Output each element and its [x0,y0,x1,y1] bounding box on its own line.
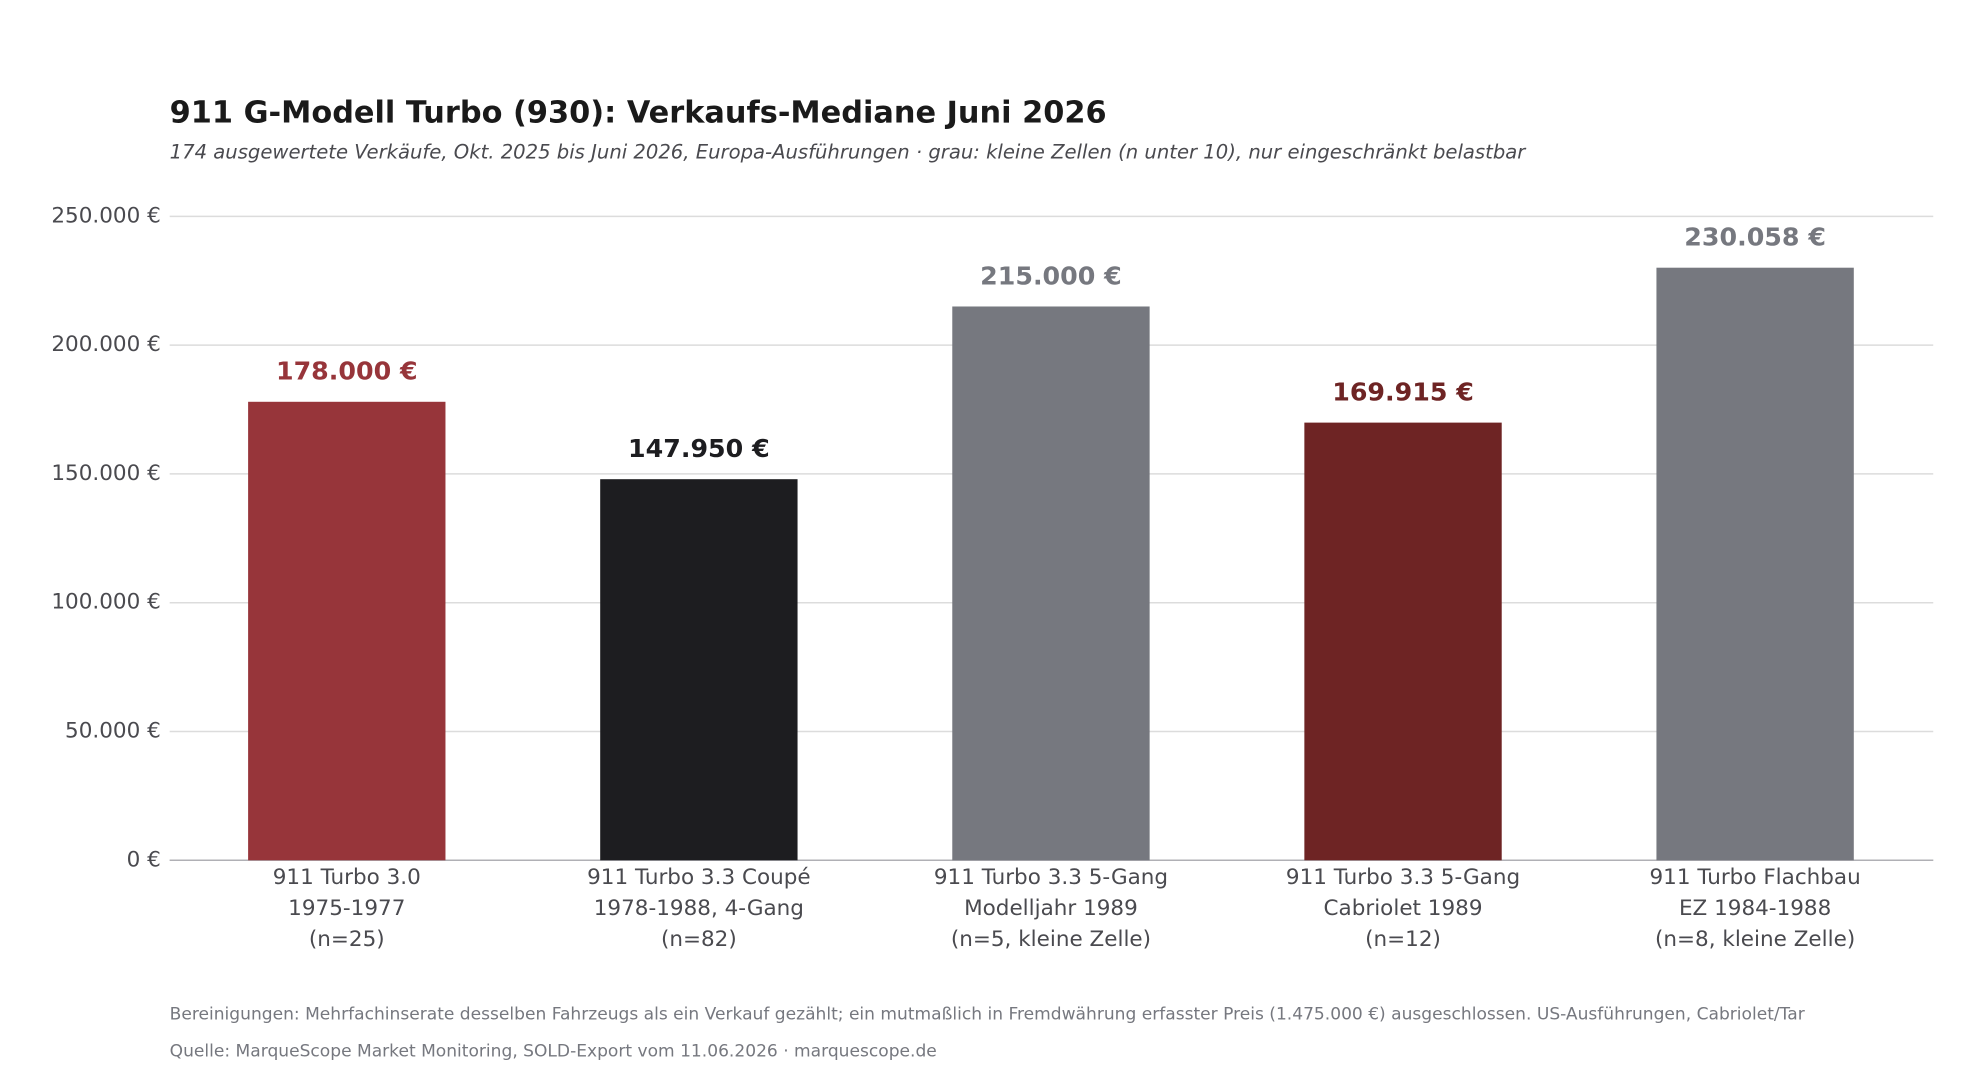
x-tick-label: 911 Turbo 3.3 5-Gang [1286,865,1520,890]
chart-title: 911 G-Modell Turbo (930): Verkaufs-Media… [170,95,1107,130]
x-tick-label: (n=5, kleine Zelle) [951,927,1151,952]
value-label: 215.000 € [980,261,1122,290]
y-tick-label: 50.000 € [65,718,161,743]
x-tick-label: (n=8, kleine Zelle) [1655,927,1855,952]
bar [600,479,798,861]
footnote: Quelle: MarqueScope Market Monitoring, S… [170,1041,937,1061]
y-tick-label: 100.000 € [51,590,160,615]
y-tick-label: 250.000 € [51,203,160,228]
bar [248,401,446,861]
x-tick-label: 911 Turbo 3.0 [273,865,421,890]
chart-subtitle: 174 ausgewertete Verkäufe, Okt. 2025 bis… [170,141,1528,164]
x-tick-label: 911 Turbo 3.3 5-Gang [934,865,1168,890]
x-tick-label: (n=12) [1365,927,1441,952]
y-tick-label: 200.000 € [51,332,160,357]
value-label: 230.058 € [1684,223,1826,252]
y-tick-label: 0 € [127,847,161,872]
x-tick-label: 911 Turbo Flachbau [1649,865,1860,890]
x-tick-label: 911 Turbo 3.3 Coupé [587,865,811,890]
x-tick-label: Cabriolet 1989 [1324,896,1483,921]
bar [1656,267,1854,861]
value-label: 147.950 € [628,434,770,463]
x-tick-label: 1975-1977 [288,896,405,921]
footnote: Bereinigungen: Mehrfachinserate desselbe… [170,1005,1806,1025]
bar [952,306,1150,861]
y-tick-label: 150.000 € [51,461,160,486]
x-tick-label: (n=82) [661,927,737,952]
value-label: 169.915 € [1332,378,1474,407]
value-label: 178.000 € [276,357,418,386]
x-tick-label: 1978-1988, 4-Gang [594,896,804,921]
x-tick-label: EZ 1984-1988 [1679,896,1831,921]
x-tick-label: (n=25) [309,927,385,952]
x-tick-label: Modelljahr 1989 [964,896,1138,921]
bar [1304,422,1502,861]
